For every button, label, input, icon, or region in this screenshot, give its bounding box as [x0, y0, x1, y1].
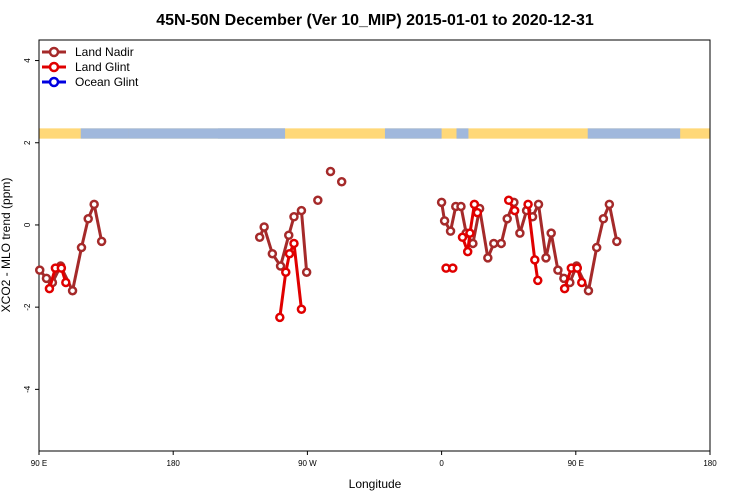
land-ocean-strip	[39, 128, 710, 139]
data-point	[89, 199, 99, 210]
data-point	[448, 263, 458, 273]
data-point	[439, 216, 450, 226]
data-point	[523, 199, 533, 210]
y-axis: 4 2 0 -2 -4	[23, 58, 39, 393]
y-tick-label: -2	[23, 303, 32, 311]
data-point	[515, 228, 525, 238]
data-point	[275, 261, 286, 271]
data-point	[502, 214, 512, 224]
data-point	[591, 242, 602, 253]
series-layer	[34, 166, 622, 323]
data-point	[336, 177, 347, 187]
data-point	[34, 265, 45, 275]
data-point	[267, 248, 278, 259]
data-point	[284, 230, 294, 240]
data-point	[489, 238, 499, 249]
data-point	[472, 207, 483, 218]
data-point	[67, 285, 78, 296]
data-point	[469, 199, 480, 210]
data-point	[533, 199, 544, 210]
ocean-band	[456, 128, 469, 139]
data-point	[598, 214, 609, 224]
data-point	[604, 199, 615, 210]
x-tick-label: 180	[167, 459, 181, 468]
data-point	[275, 312, 285, 323]
x-tick-label: 90 E	[31, 459, 47, 468]
legend-item: Land Glint	[42, 60, 130, 74]
data-point	[465, 228, 475, 238]
chart-title: 45N-50N December (Ver 10_MIP) 2015-01-01…	[156, 12, 594, 29]
data-point	[83, 214, 93, 224]
x-tick-label: 180	[703, 459, 717, 468]
ocean-band	[128, 128, 286, 139]
x-tick-label: 90 E	[568, 459, 584, 468]
series-land-glint	[44, 195, 587, 323]
legend-label: Ocean Glint	[75, 75, 139, 89]
x-axis: 90 E 180 90 W 0 90 E 180	[31, 451, 717, 468]
data-point	[546, 228, 556, 238]
data-point	[533, 275, 543, 286]
data-point	[76, 242, 87, 253]
data-point	[259, 222, 269, 232]
data-point	[462, 246, 473, 257]
legend-label: Land Glint	[75, 60, 130, 74]
data-point	[559, 283, 570, 294]
data-point	[503, 195, 514, 206]
data-point	[483, 253, 493, 263]
legend-item: Ocean Glint	[42, 75, 139, 89]
data-point	[313, 195, 323, 206]
data-point	[577, 277, 587, 288]
x-axis-label: Longitude	[349, 477, 402, 491]
x-tick-label: 90 W	[298, 459, 317, 468]
data-point	[553, 265, 563, 275]
data-point	[612, 236, 622, 247]
data-point	[509, 205, 520, 216]
data-point	[254, 232, 265, 243]
data-point	[41, 273, 52, 284]
series-land-nadir	[34, 166, 622, 296]
legend-marker	[48, 61, 60, 73]
data-point	[56, 263, 67, 273]
data-point	[289, 238, 299, 249]
data-point	[457, 232, 468, 243]
data-point	[583, 285, 594, 296]
data-point	[496, 238, 506, 249]
y-tick-label: -4	[23, 385, 32, 393]
y-tick-label: 2	[23, 140, 32, 145]
data-point	[61, 277, 71, 288]
data-point	[530, 255, 540, 265]
data-point	[289, 211, 299, 222]
data-point	[296, 304, 307, 314]
data-point	[284, 248, 295, 259]
data-point	[456, 201, 466, 212]
legend-marker	[48, 46, 60, 58]
ocean-band	[80, 128, 129, 139]
legend-label: Land Nadir	[75, 45, 134, 59]
y-tick-label: 0	[23, 222, 32, 227]
data-point	[281, 267, 291, 277]
data-point	[325, 166, 336, 177]
data-point	[44, 283, 55, 294]
plot-frame	[38, 39, 711, 452]
data-point	[96, 236, 107, 247]
data-point	[541, 253, 551, 263]
x-tick-label: 0	[439, 459, 444, 468]
data-point	[296, 205, 307, 216]
data-point	[436, 197, 447, 208]
ocean-band	[587, 128, 681, 139]
data-point	[572, 263, 583, 273]
data-point	[301, 267, 312, 277]
y-axis-label: XCO2 - MLO trend (ppm)	[0, 178, 13, 313]
ocean-band	[217, 128, 286, 139]
ocean-band	[384, 128, 442, 139]
legend-item: Land Nadir	[42, 45, 134, 59]
legend-marker	[48, 76, 60, 88]
land-band	[39, 128, 710, 139]
y-tick-label: 4	[23, 58, 32, 63]
data-point	[445, 226, 456, 236]
